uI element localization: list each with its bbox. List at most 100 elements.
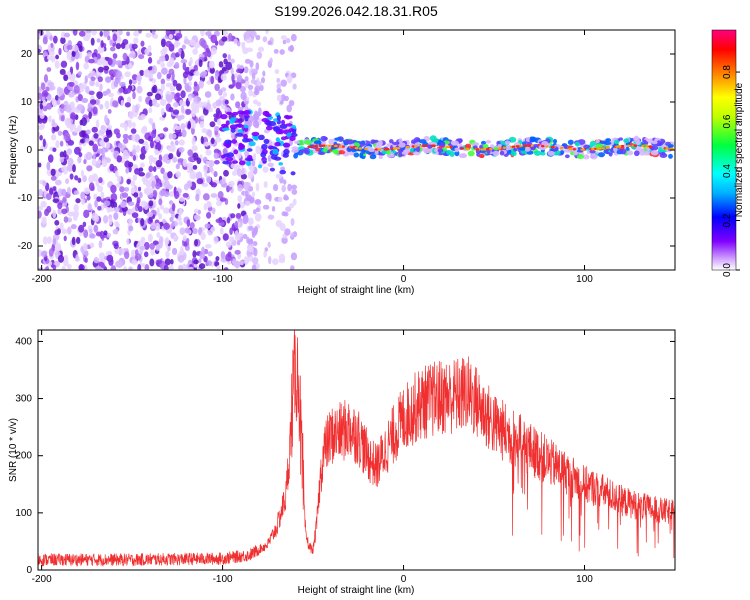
spectrogram-cell [488,147,493,151]
spectrogram-cell [511,145,516,148]
spectrogram-cell [220,73,227,81]
spectrogram-cell [151,86,156,94]
spectrogram-cell [286,132,292,138]
spectrogram-cell [252,120,260,128]
spectrogram-cell [122,149,129,159]
spectrogram-cell [148,117,153,124]
spectrogram-cell [68,81,75,87]
spectrogram-cell [280,35,287,40]
spectrogram-cell [250,196,255,202]
spectrogram-cell [251,131,260,137]
spectrogram-cell [160,48,167,56]
snr-series-line [38,330,675,568]
spectrogram-cell [155,142,162,152]
spectrogram-cell [205,175,212,184]
spectrogram-cell [283,114,290,119]
spectrogram-cell [243,256,250,265]
spectrogram-cell [582,154,590,160]
spectrogram-cell [63,132,71,142]
spectrogram-cell [279,123,288,129]
spectrogram-cell [98,177,103,184]
spectrogram-cell [237,203,241,209]
spectrogram-cell [39,134,43,141]
spectrogram-cell [45,193,52,201]
spectrogram-cell [249,30,257,37]
spectrogram-cell [283,95,289,102]
spectrogram-cell [564,154,570,159]
snr-y-label: SNR (10 * v/v) [8,418,19,482]
spectrogram-cell [513,147,518,152]
spectrogram-cell [224,139,233,145]
spectrogram-x-tick-label: 100 [576,274,593,285]
spectrogram-cell [49,35,53,41]
spectrogram-cell [568,147,573,151]
spectrogram-cell [183,76,187,85]
spectrogram-cell [199,251,206,260]
spectrogram-cell [182,62,187,71]
spectrogram-cell [86,165,93,172]
spectrogram-cell [93,133,99,139]
spectrogram-cell [267,256,272,265]
spectrogram-cell [235,101,241,109]
spectrogram-cell [493,146,499,151]
spectrogram-cell [418,139,427,144]
spectrogram-cell [225,253,232,262]
spectrogram-cell [139,192,143,199]
spectrogram-cell [278,257,286,264]
spectrogram-cell [146,211,154,218]
spectrogram-cell [208,60,215,69]
spectrogram-cell [95,119,100,128]
spectrogram-cell [281,211,287,217]
spectrogram-cell [198,263,206,270]
spectrogram-cell [205,149,212,156]
spectrogram-cell [241,41,246,48]
spectrogram-cell [233,149,239,155]
spectrogram-cell [128,79,133,85]
spectrogram-cell [252,152,257,162]
spectrogram-cell [289,135,296,142]
spectrogram-cell [223,267,229,270]
spectrogram-cell [39,112,45,119]
spectrogram-cell [195,188,201,194]
spectrogram-cell [620,148,627,155]
spectrogram-cell [232,160,239,164]
spectrogram-cell [269,57,273,64]
spectrogram-cell [409,148,414,153]
spectrogram-cell [668,153,673,159]
spectrogram-cell [54,60,60,69]
spectrogram-cell [192,250,197,258]
spectrogram-cell [221,30,229,36]
spectrogram-cell [178,207,183,216]
spectrogram-cell [175,83,182,91]
spectrogram-cell [168,33,174,40]
spectrogram-cell [279,169,287,175]
spectrogram-cell [196,157,202,165]
spectrogram-cell [230,127,236,133]
spectrogram-cell [180,246,184,255]
spectrogram-cell [85,151,93,161]
spectrogram-cell [38,188,44,197]
spectrogram-cell [78,30,86,37]
spectrogram-cell [38,162,42,168]
spectrogram-cell [88,111,92,120]
spectrogram-cell [243,124,249,129]
spectrogram-cell [414,145,418,148]
spectrogram-cell [149,139,154,149]
spectrogram-cell [226,111,233,115]
spectrogram-cell [106,232,112,238]
spectrogram-cell [137,264,142,270]
spectrogram-cell [113,151,118,160]
spectrogram-cell [135,249,139,256]
spectrogram-cell [179,99,184,106]
spectrogram-cell [174,125,182,131]
spectrogram-cell [104,114,108,124]
spectrogram-cell [114,170,119,178]
spectrogram-cell [40,250,48,258]
spectrogram-cell [43,74,49,83]
spectrogram-cell [99,103,104,110]
spectrogram-cell [173,190,180,200]
spectrogram-cell [219,227,224,235]
spectrogram-cell [115,43,122,50]
spectrogram-cell [52,186,57,191]
spectrogram-cell [323,147,328,153]
